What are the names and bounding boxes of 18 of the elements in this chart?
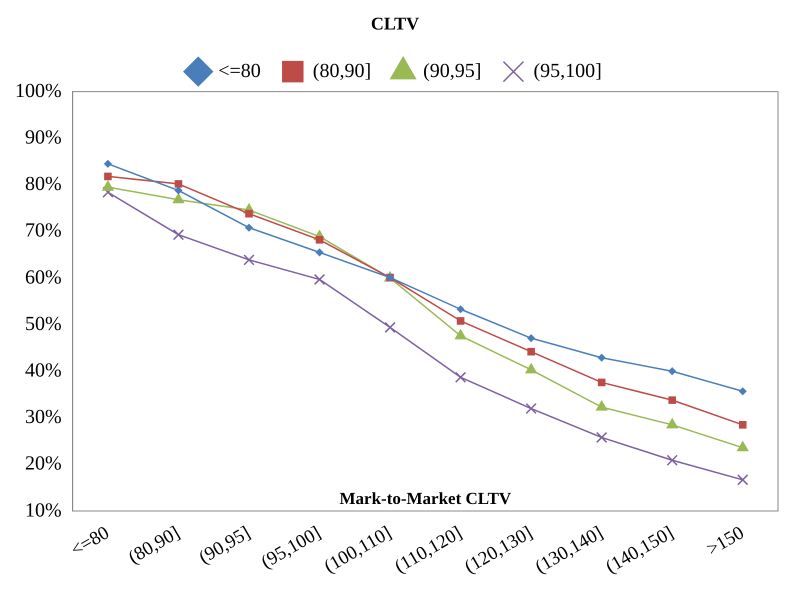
y-tick-label: 80% — [24, 173, 62, 196]
y-tick-label: 60% — [24, 266, 62, 288]
y-tick-label: 40% — [24, 359, 62, 382]
y-tick-label: 70% — [24, 220, 62, 242]
x-tick-label: >150 — [703, 522, 748, 560]
legend-label: (95,100] — [533, 60, 602, 82]
x-axis-title: Mark-to-Market CLTV — [339, 488, 512, 508]
y-tick-label: 50% — [24, 312, 62, 335]
legend-label: <=80 — [218, 60, 261, 82]
y-tick-label: 20% — [24, 452, 62, 475]
legend-label: (90,95] — [423, 60, 482, 82]
legend-title: CLTV — [370, 14, 420, 34]
y-tick-label: 100% — [14, 80, 62, 102]
y-tick-label: 10% — [24, 499, 62, 522]
x-tick-label: <=80 — [67, 522, 113, 561]
legend-label: (80,90] — [312, 60, 372, 82]
y-tick-label: 30% — [24, 406, 62, 428]
y-tick-label: 90% — [24, 126, 62, 148]
